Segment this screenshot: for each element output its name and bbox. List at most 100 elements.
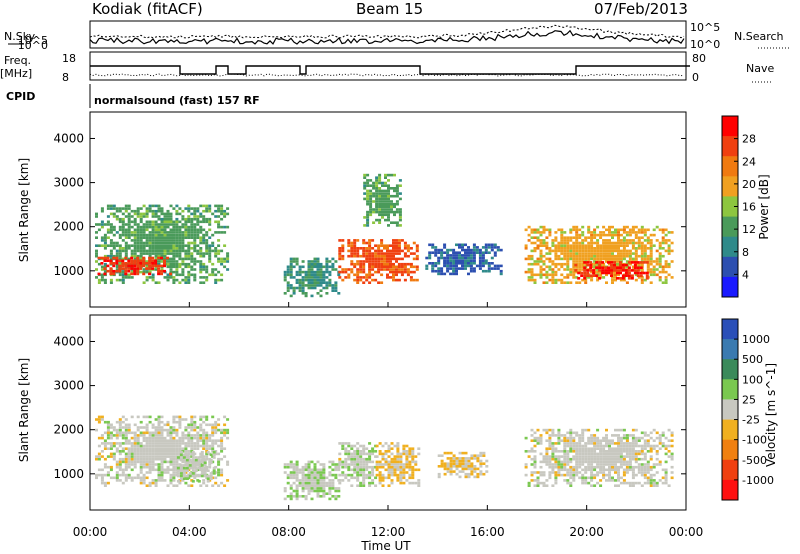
- range-cell: [148, 267, 152, 270]
- range-cell: [563, 479, 567, 482]
- range-cell: [191, 464, 195, 467]
- range-cell: [449, 272, 453, 276]
- range-cell: [151, 457, 155, 461]
- range-cell: [127, 447, 131, 450]
- range-cell: [551, 434, 555, 437]
- range-cell: [440, 454, 444, 457]
- range-cell: [563, 257, 567, 261]
- range-cell: [338, 252, 342, 255]
- range-cell: [160, 420, 164, 424]
- range-cell: [289, 497, 293, 501]
- range-cell: [399, 457, 403, 461]
- range-cell: [295, 473, 299, 477]
- range-cell: [628, 481, 632, 485]
- range-cell: [527, 276, 531, 279]
- range-cell: [184, 278, 188, 282]
- range-cell: [121, 473, 125, 477]
- range-cell: [133, 423, 137, 427]
- range-cell: [637, 239, 641, 242]
- range-cell: [124, 204, 128, 208]
- range-cell: [347, 276, 351, 279]
- range-cell: [487, 269, 491, 273]
- range-cell: [118, 217, 122, 221]
- range-cell: [100, 209, 104, 213]
- y-tick-label: 3000: [53, 176, 84, 190]
- range-cell: [563, 268, 567, 271]
- range-cell: [617, 244, 620, 247]
- range-cell: [199, 281, 203, 284]
- range-cell: [142, 215, 146, 218]
- range-cell: [563, 281, 567, 284]
- range-cell: [608, 471, 611, 474]
- range-cell: [124, 447, 128, 450]
- range-cell: [295, 479, 299, 482]
- range-cell: [175, 434, 179, 437]
- range-cell: [172, 426, 176, 429]
- range-cell: [100, 473, 104, 477]
- range-cell: [599, 460, 603, 464]
- range-cell: [596, 239, 600, 242]
- range-cell: [124, 473, 128, 477]
- range-cell: [205, 239, 209, 242]
- range-cell: [533, 484, 537, 487]
- range-cell: [118, 463, 122, 466]
- range-cell: [190, 265, 194, 269]
- range-cell: [398, 179, 402, 182]
- range-cell: [572, 273, 576, 277]
- range-cell: [130, 256, 134, 260]
- range-cell: [605, 463, 608, 466]
- range-cell: [599, 254, 603, 258]
- range-cell: [652, 465, 656, 469]
- range-cell: [449, 262, 453, 265]
- range-cell: [223, 257, 227, 261]
- range-cell: [118, 423, 122, 427]
- range-cell: [307, 276, 311, 279]
- nsky-tick-low: 10^0: [18, 39, 48, 52]
- range-cell: [374, 278, 378, 282]
- range-cell: [643, 254, 647, 258]
- range-cell: [163, 247, 167, 250]
- range-cell: [199, 215, 203, 218]
- range-cell: [334, 268, 338, 271]
- range-cell: [377, 281, 381, 284]
- range-cell: [196, 236, 200, 239]
- range-cell: [408, 450, 412, 453]
- range-cell: [530, 457, 534, 461]
- range-cell: [196, 244, 200, 247]
- range-cell: [396, 455, 400, 458]
- range-cell: [226, 254, 230, 258]
- range-cell: [530, 471, 534, 474]
- range-cell: [205, 247, 209, 250]
- range-cell: [449, 457, 453, 460]
- range-cell: [593, 247, 597, 250]
- range-cell: [307, 476, 311, 480]
- range-cell: [322, 468, 326, 472]
- range-cell: [175, 262, 179, 266]
- range-cell: [485, 470, 489, 473]
- range-cell: [481, 246, 485, 249]
- range-cell: [469, 267, 473, 270]
- range-cell: [196, 228, 200, 232]
- range-cell: [602, 444, 606, 448]
- range-cell: [307, 487, 311, 490]
- range-cell: [208, 439, 212, 442]
- range-cell: [106, 220, 110, 224]
- range-cell: [402, 481, 406, 485]
- range-cell: [151, 436, 155, 440]
- range-cell: [395, 239, 398, 242]
- range-cell: [375, 194, 379, 198]
- range-cell: [598, 261, 602, 264]
- range-cell: [205, 270, 209, 274]
- range-cell: [476, 454, 480, 457]
- range-cell: [133, 434, 137, 437]
- range-cell: [622, 239, 626, 242]
- range-cell: [103, 262, 107, 266]
- range-cell: [142, 272, 146, 276]
- range-cell: [619, 463, 623, 466]
- range-cell: [142, 450, 146, 453]
- range-cell: [118, 418, 122, 421]
- range-cell: [338, 239, 342, 242]
- range-cell: [179, 469, 183, 472]
- range-cell: [602, 244, 606, 247]
- range-cell: [572, 252, 576, 255]
